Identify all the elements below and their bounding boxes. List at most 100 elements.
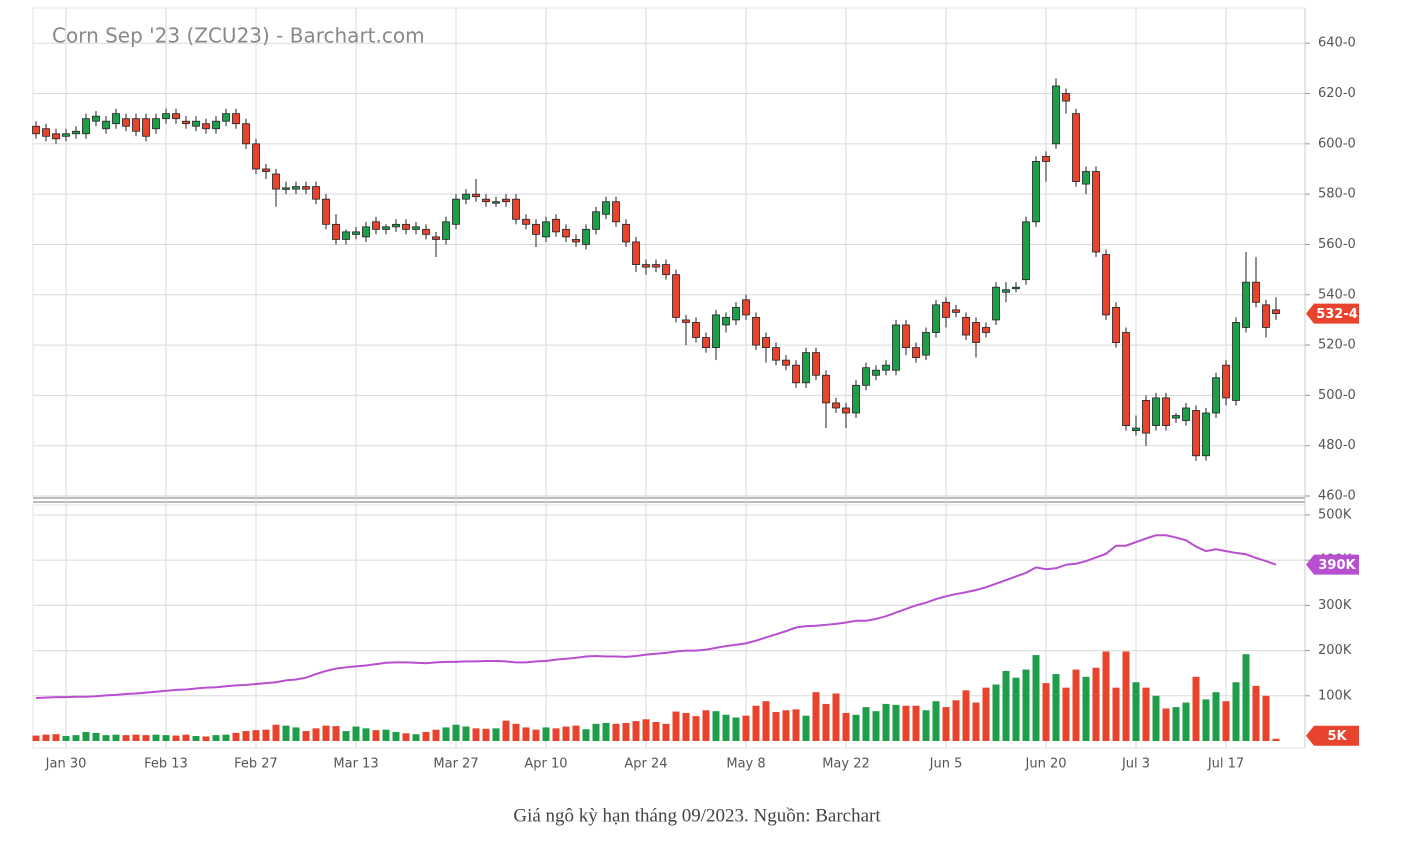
candle-body — [442, 221, 450, 240]
volume-bar — [102, 735, 110, 741]
candle-body — [212, 120, 220, 130]
volume-bar — [972, 702, 980, 741]
candle-body — [392, 223, 400, 228]
candle-body — [1102, 254, 1110, 316]
caption: Giá ngô kỳ hạn tháng 09/2023. Nguồn: Bar… — [513, 805, 881, 826]
candle-body — [672, 274, 680, 318]
volume-bar — [362, 728, 370, 741]
volume-bar — [542, 727, 550, 741]
volume-bar — [1032, 655, 1040, 741]
volume-bar — [552, 728, 560, 741]
volume-bar — [212, 735, 220, 741]
candle-body — [312, 186, 320, 200]
volume-bar — [1042, 683, 1050, 741]
volume-bar — [182, 734, 190, 741]
candle-body — [632, 241, 640, 265]
volume-bar — [992, 684, 1000, 741]
candle-body — [282, 187, 290, 190]
volume-bar — [592, 723, 600, 741]
candle-body — [772, 347, 780, 361]
y2-tick-label: 200K — [1318, 643, 1352, 658]
candle-body — [792, 364, 800, 384]
volume-bar — [52, 734, 60, 741]
volume-bar — [1242, 654, 1250, 741]
volume-bar — [852, 714, 860, 741]
candle-body — [1232, 322, 1240, 401]
candle-body — [1032, 161, 1040, 223]
candle-body — [1122, 332, 1130, 426]
y-tick-label: 560-0 — [1318, 237, 1356, 252]
x-tick-label: Jan 30 — [45, 757, 87, 772]
candle-body — [722, 317, 730, 326]
volume-bar — [502, 720, 510, 741]
candle-body — [962, 317, 970, 336]
candle-body — [362, 226, 370, 238]
candle-body — [972, 322, 980, 343]
volume-bar — [1222, 701, 1230, 741]
volume-bar — [1252, 685, 1260, 741]
volume-bar — [322, 725, 330, 741]
candle-body — [892, 324, 900, 371]
volume-bar — [772, 712, 780, 741]
candle-body — [132, 118, 140, 132]
last-volume-label: 5K — [1327, 729, 1347, 744]
candle-body — [1242, 281, 1250, 328]
volume-bar — [942, 707, 950, 741]
volume-bar — [932, 701, 940, 741]
candle-body — [512, 198, 520, 220]
volume-bar — [802, 715, 810, 741]
x-tick-label: Mar 27 — [433, 757, 478, 772]
candle-body — [342, 231, 350, 240]
volume-bar — [532, 729, 540, 741]
volume-bar — [712, 711, 720, 741]
volume-bar — [982, 687, 990, 741]
volume-bar — [682, 712, 690, 741]
volume-bar — [652, 722, 660, 741]
candle-body — [332, 223, 340, 240]
volume-bar — [1202, 699, 1210, 741]
volume-bar — [482, 728, 490, 741]
candle-body — [1182, 407, 1190, 421]
candle-body — [42, 128, 50, 137]
candle-body — [1022, 221, 1030, 281]
candle-body — [902, 324, 910, 348]
volume-bar — [372, 730, 380, 741]
candle-body — [292, 186, 300, 190]
volume-bar — [122, 735, 130, 741]
volume-bar — [1212, 692, 1220, 741]
candle-body — [1002, 289, 1010, 293]
candle-body — [1252, 281, 1260, 303]
candle-body — [692, 322, 700, 338]
candle-body — [642, 264, 650, 268]
candle-body — [122, 118, 130, 127]
candle-body — [472, 193, 480, 198]
x-tick-label: Jun 5 — [929, 757, 963, 772]
x-tick-label: Jul 3 — [1121, 757, 1150, 772]
volume-bar — [112, 734, 120, 741]
candle-body — [1152, 397, 1160, 426]
volume-bar — [732, 717, 740, 741]
volume-bar — [342, 731, 350, 741]
candle-body — [812, 352, 820, 376]
x-tick-label: May 8 — [726, 757, 765, 772]
volume-bar — [1132, 682, 1140, 741]
volume-bar — [1122, 651, 1130, 741]
candle-body — [182, 120, 190, 125]
volume-bar — [602, 722, 610, 741]
candle-body — [1112, 306, 1120, 343]
volume-bar — [1062, 687, 1070, 741]
volume-bar — [782, 710, 790, 741]
volume-bar — [432, 729, 440, 741]
y-tick-label: 640-0 — [1318, 36, 1356, 51]
volume-bar — [1262, 695, 1270, 741]
x-tick-label: Mar 13 — [333, 757, 378, 772]
candle-body — [702, 337, 710, 348]
candle-body — [1142, 400, 1150, 434]
volume-bar — [522, 727, 530, 741]
volume-bar — [1232, 682, 1240, 741]
y-tick-label: 540-0 — [1318, 287, 1356, 302]
volume-bar — [202, 736, 210, 741]
candle-body — [142, 118, 150, 137]
volume-bar — [792, 709, 800, 741]
volume-bar — [82, 731, 90, 741]
